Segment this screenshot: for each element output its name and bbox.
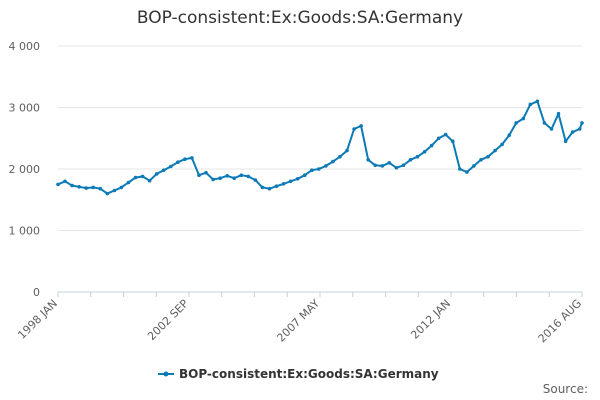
- series-layer: [56, 99, 584, 196]
- data-point: [528, 102, 533, 107]
- data-point: [317, 167, 321, 171]
- data-point: [422, 150, 427, 154]
- y-tick-label: 2 000: [9, 163, 41, 176]
- data-point: [84, 186, 88, 190]
- data-point: [359, 124, 363, 128]
- x-axis: [57, 291, 583, 297]
- data-point: [577, 127, 582, 131]
- data-point: [63, 179, 67, 184]
- y-axis-tick-labels: 0 1 000 2 000 3 000 4 000: [9, 40, 41, 299]
- data-point: [56, 182, 60, 187]
- data-point: [253, 178, 258, 182]
- data-point: [415, 154, 420, 159]
- data-point: [281, 182, 286, 186]
- y-tick-label: 1 000: [9, 225, 41, 238]
- data-point: [563, 139, 568, 144]
- data-point: [204, 170, 208, 175]
- data-point: [105, 191, 110, 196]
- data-point: [246, 174, 251, 179]
- data-point: [380, 164, 385, 168]
- data-point: [70, 183, 74, 188]
- data-point: [154, 172, 159, 176]
- series-line: [57, 100, 583, 195]
- data-point: [331, 159, 335, 164]
- data-point: [493, 148, 497, 153]
- source-credit: Source:: [543, 382, 588, 396]
- data-point: [514, 121, 518, 125]
- y-tick-label: 0: [33, 286, 40, 299]
- data-point: [556, 111, 561, 116]
- data-point: [580, 121, 584, 125]
- data-point: [197, 173, 201, 177]
- data-point: [486, 154, 490, 159]
- data-point: [338, 154, 342, 159]
- data-point: [373, 163, 378, 168]
- data-point: [535, 99, 540, 104]
- y-tick-label: 3 000: [9, 102, 41, 115]
- data-point: [458, 167, 462, 171]
- data-point: [98, 186, 103, 191]
- data-point: [366, 158, 371, 162]
- data-point: [352, 127, 356, 131]
- data-point: [451, 139, 455, 144]
- data-point: [218, 176, 222, 180]
- data-point: [345, 148, 349, 153]
- x-tick-label: 2007 MAY: [274, 297, 322, 345]
- data-point: [169, 164, 173, 169]
- data-point: [507, 133, 512, 137]
- data-point: [239, 173, 244, 177]
- x-tick-label: 2012 JAN: [408, 297, 453, 342]
- data-point: [140, 174, 145, 179]
- data-point: [183, 157, 187, 161]
- data-point: [500, 142, 504, 147]
- chart-title: BOP-consistent:Ex:Goods:SA:Germany: [137, 8, 463, 28]
- data-point: [479, 158, 483, 162]
- data-point: [436, 136, 441, 141]
- data-point: [310, 168, 314, 172]
- data-point: [274, 184, 279, 188]
- data-point: [232, 176, 236, 180]
- data-point: [133, 175, 138, 180]
- data-point: [147, 178, 152, 183]
- data-point: [394, 166, 399, 170]
- data-point: [570, 130, 575, 134]
- data-point: [295, 177, 300, 181]
- x-tick-label: 2002 SEP: [145, 297, 191, 343]
- data-point: [549, 127, 554, 131]
- data-point: [324, 164, 328, 168]
- y-tick-label: 4 000: [9, 40, 41, 53]
- grid-lines: [58, 45, 582, 231]
- data-point: [387, 161, 392, 165]
- data-point: [429, 143, 434, 148]
- data-point: [91, 185, 95, 190]
- data-point: [77, 185, 81, 189]
- legend[interactable]: BOP-consistent:Ex:Goods:SA:Germany: [158, 367, 439, 381]
- data-point: [260, 185, 265, 190]
- legend-point-marker: [163, 371, 169, 377]
- data-point: [225, 174, 229, 178]
- legend-item-label[interactable]: BOP-consistent:Ex:Goods:SA:Germany: [179, 367, 439, 381]
- data-point: [443, 132, 448, 137]
- data-point: [112, 188, 117, 193]
- data-point: [119, 185, 124, 190]
- data-point: [542, 121, 547, 125]
- data-point: [288, 179, 293, 184]
- data-point: [267, 186, 272, 191]
- x-axis-tick-labels: 1998 JAN 2002 SEP 2007 MAY 2012 JAN 2016 AUG: [15, 297, 584, 346]
- data-point: [401, 163, 406, 168]
- data-point: [211, 177, 215, 182]
- data-point: [161, 168, 166, 172]
- data-point: [465, 170, 469, 174]
- x-tick-label: 2016 AUG: [536, 297, 585, 346]
- data-point: [521, 116, 526, 121]
- data-point: [408, 158, 413, 162]
- x-tick-label: 1998 JAN: [15, 297, 60, 342]
- data-point: [302, 173, 307, 177]
- data-point: [126, 180, 131, 185]
- data-point: [176, 160, 180, 164]
- data-point: [472, 164, 476, 168]
- data-point: [190, 156, 194, 160]
